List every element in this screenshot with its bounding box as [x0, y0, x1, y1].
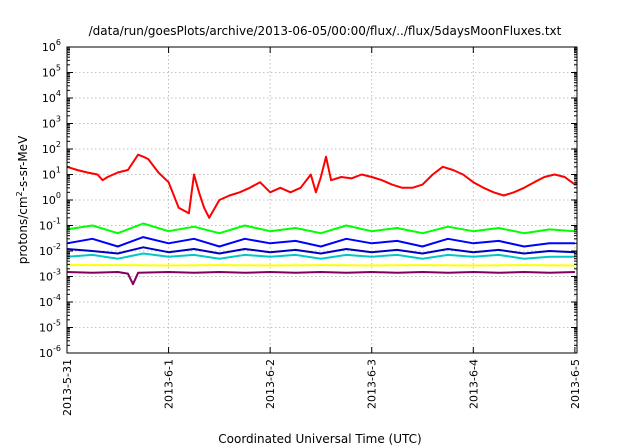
x-axis-label: Coordinated Universal Time (UTC) — [218, 432, 421, 446]
y-tick-label: 10-3 — [39, 268, 61, 284]
y-tick-label: 103 — [42, 115, 61, 131]
chart-title: /data/run/goesPlots/archive/2013-06-05/0… — [89, 24, 562, 38]
series-line-1 — [66, 153, 578, 219]
series-line-5 — [66, 252, 575, 260]
axis-ticks: 10-6 10-5 10-4 10-3 10-2 10-1 100 101 102 103 104 1… — [39, 38, 582, 416]
y-tick-label: 105 — [42, 64, 61, 80]
grid — [67, 47, 577, 353]
y-tick-label: 104 — [42, 89, 61, 105]
y-tick-label: 10-4 — [39, 293, 61, 309]
y-tick-label: 102 — [42, 140, 61, 156]
x-tick-label: 2013-6-1 — [163, 359, 176, 409]
series-line-2 — [66, 222, 575, 235]
series-line-4 — [66, 246, 575, 255]
y-tick-label: 101 — [42, 166, 61, 182]
y-axis-label: protons/cm2-s-sr-MeV — [15, 135, 30, 264]
x-tick-label: 2013-6-4 — [467, 359, 480, 409]
x-tick-label: 2013-6-2 — [264, 359, 277, 409]
series-line-3 — [66, 236, 575, 248]
y-tick-label: 10-1 — [39, 217, 61, 233]
series-group — [66, 153, 578, 286]
y-tick-label: 10-2 — [39, 242, 61, 258]
y-tick-label: 10-5 — [39, 319, 61, 335]
x-tick-label: 2013-5-31 — [61, 359, 74, 416]
y-tick-label: 106 — [42, 38, 61, 54]
y-tick-label: 10-6 — [39, 344, 61, 360]
y-tick-label: 100 — [42, 191, 61, 207]
series-line-7 — [66, 271, 575, 286]
x-tick-label: 2013-6-5 — [569, 359, 582, 409]
x-tick-label: 2013-6-3 — [366, 359, 379, 409]
